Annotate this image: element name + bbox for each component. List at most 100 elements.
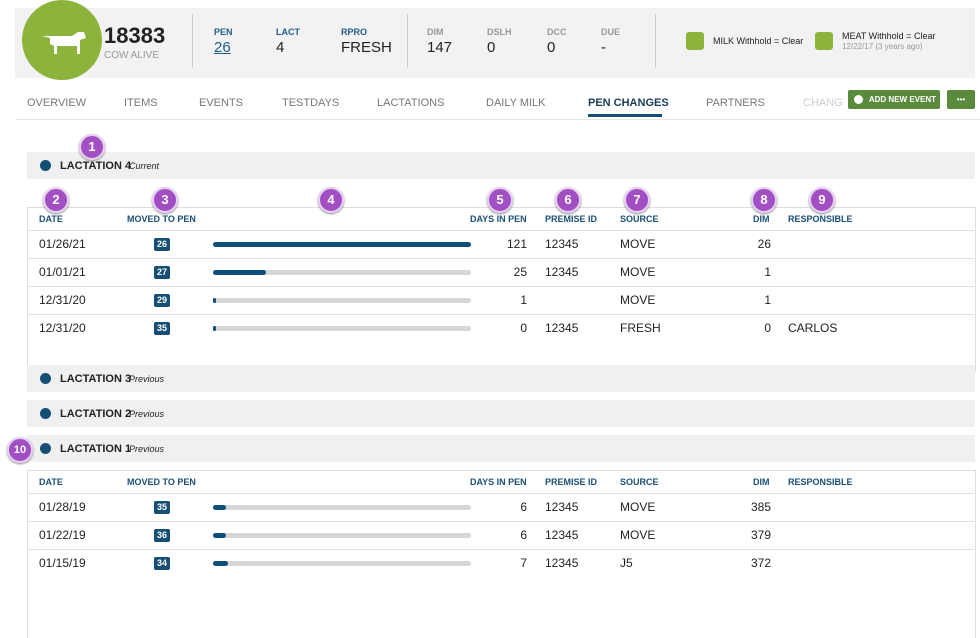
days-in-pen: 7	[520, 556, 527, 570]
table	[27, 470, 976, 638]
cow-id: 18383	[104, 23, 166, 48]
dim: 385	[750, 500, 771, 514]
stat-value: 4	[276, 39, 285, 56]
dim: 26	[757, 237, 771, 251]
pen-badge: 29	[154, 294, 171, 307]
date: 01/22/19	[39, 528, 86, 542]
lactation-header[interactable]	[27, 152, 975, 179]
premise-id: 12345	[545, 321, 579, 335]
tab[interactable]: LACTATIONS	[377, 97, 445, 109]
source: MOVE	[620, 237, 656, 251]
chevron[interactable]	[40, 160, 51, 171]
bar-track	[213, 561, 471, 566]
col-header: DATE	[39, 477, 63, 487]
milk-icon	[686, 32, 704, 50]
lactation-status: Previous	[129, 444, 165, 454]
callout: 1	[79, 134, 105, 160]
pen-badge: 35	[154, 322, 171, 335]
tab[interactable]: TESTDAYS	[282, 97, 340, 109]
lactation-title: LACTATION 1	[60, 443, 132, 455]
date: 01/15/19	[39, 556, 86, 570]
page: {"header":{"cow_id":"18383","status":"CO…	[7, 0, 980, 638]
pen-link[interactable]: 26	[214, 39, 231, 56]
bar-track	[213, 298, 471, 303]
col-header: MOVED TO PEN	[127, 214, 196, 224]
pen-badge: 26	[154, 238, 171, 251]
stat-label: DUE	[601, 27, 621, 37]
col-header: RESPONSIBLE	[788, 477, 853, 487]
plus-icon	[854, 95, 863, 104]
date: 01/01/21	[39, 265, 86, 279]
date: 01/28/19	[39, 500, 86, 514]
lactation-status: Previous	[129, 374, 165, 384]
premise-id: 12345	[545, 265, 579, 279]
days-in-pen: 6	[520, 500, 527, 514]
tab[interactable]: ITEMS	[124, 97, 158, 109]
row-border	[28, 549, 974, 550]
source: MOVE	[620, 528, 656, 542]
stat-value: FRESH	[341, 39, 392, 56]
chevron[interactable]	[40, 443, 51, 454]
premise-id: 12345	[545, 500, 579, 514]
stat-label: DIM	[427, 27, 444, 37]
dim: 379	[750, 528, 771, 542]
stat-value: 147	[427, 39, 453, 56]
tab[interactable]: PARTNERS	[706, 97, 765, 109]
bar-track	[213, 326, 471, 331]
lactation-title: LACTATION 2	[60, 408, 132, 420]
bar-fill	[213, 561, 228, 566]
date: 12/31/20	[39, 321, 86, 335]
cow-status: COW ALIVE	[104, 50, 160, 61]
chevron[interactable]	[40, 373, 51, 384]
callout: 6	[555, 187, 581, 213]
cow-icon	[42, 32, 86, 54]
dim: 1	[764, 293, 771, 307]
tab[interactable]: CHANG	[803, 97, 843, 109]
pen-badge: 34	[154, 557, 171, 570]
row-border	[28, 286, 974, 287]
tab[interactable]: DAILY MILK	[486, 97, 546, 109]
callout: 10	[7, 437, 33, 463]
stat-value: 0	[547, 39, 556, 56]
cow-avatar	[22, 0, 102, 80]
col-header: PREMISE ID	[545, 214, 598, 224]
tab[interactable]: PEN CHANGES	[588, 97, 669, 109]
col-header: DATE	[39, 214, 63, 224]
row-border	[28, 521, 974, 522]
add-event-button[interactable]: ADD NEW EVENT	[848, 90, 940, 109]
lactation-status: Previous	[129, 409, 165, 419]
tab[interactable]: EVENTS	[199, 97, 244, 109]
col-header: DAYS IN PEN	[470, 214, 527, 224]
col-header: DIM	[753, 214, 770, 224]
premise-id: 12345	[545, 556, 579, 570]
bar-fill	[213, 326, 216, 331]
lactation-header[interactable]	[27, 435, 975, 462]
chevron[interactable]	[40, 408, 51, 419]
source: J5	[620, 556, 633, 570]
lactation-header[interactable]	[27, 365, 975, 392]
bar-fill	[213, 533, 226, 538]
tab[interactable]: OVERVIEW	[27, 97, 87, 109]
lactation-title: LACTATION 4	[60, 160, 132, 172]
lactation-header[interactable]	[27, 400, 975, 427]
row-border	[28, 258, 974, 259]
divider	[407, 14, 408, 68]
stat-label: LACT	[276, 27, 300, 37]
col-header: PREMISE ID	[545, 477, 598, 487]
stat-label: DSLH	[487, 27, 512, 37]
callout: 2	[43, 187, 69, 213]
col-header: MOVED TO PEN	[127, 477, 196, 487]
col-header: SOURCE	[620, 214, 659, 224]
days-in-pen: 121	[506, 237, 527, 251]
more-button[interactable]: •••	[947, 90, 975, 109]
source: MOVE	[620, 500, 656, 514]
lactation-status: Current	[129, 161, 160, 171]
days-in-pen: 1	[520, 293, 527, 307]
active-tab-underline	[588, 114, 662, 117]
source: MOVE	[620, 265, 656, 279]
callout: 7	[624, 187, 650, 213]
callout: 8	[751, 187, 777, 213]
source: FRESH	[620, 321, 661, 335]
pen-badge: 27	[154, 266, 171, 279]
stat-value: -	[601, 39, 606, 56]
